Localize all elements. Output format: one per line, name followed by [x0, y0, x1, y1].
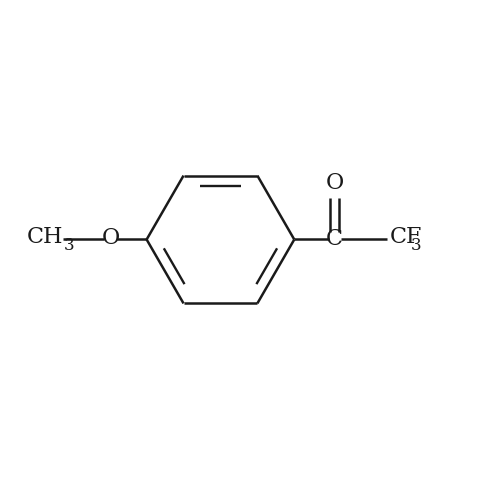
- Text: C: C: [326, 228, 343, 251]
- Text: CH: CH: [27, 226, 63, 248]
- Text: 3: 3: [63, 237, 74, 254]
- Text: 3: 3: [411, 237, 421, 254]
- Text: O: O: [326, 172, 344, 194]
- Text: O: O: [102, 227, 120, 249]
- Text: CF: CF: [389, 226, 422, 248]
